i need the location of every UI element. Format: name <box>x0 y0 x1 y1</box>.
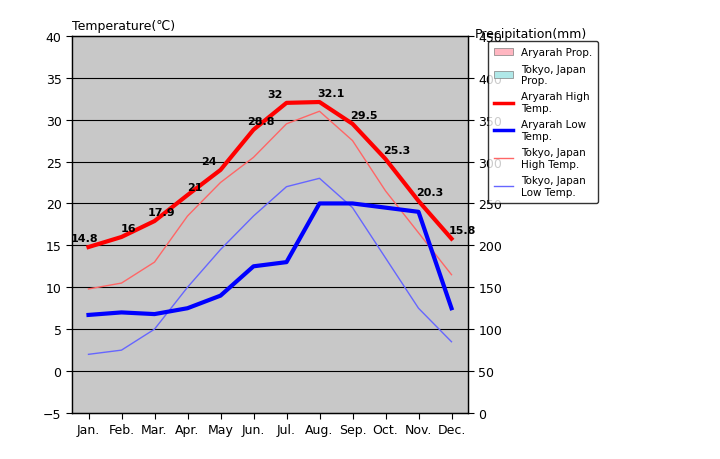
Bar <box>308 411 320 413</box>
Bar <box>89 406 100 413</box>
Text: 20.3: 20.3 <box>416 188 444 198</box>
Bar <box>287 402 298 413</box>
Bar <box>407 402 418 413</box>
Text: 16: 16 <box>121 224 136 234</box>
Bar <box>374 406 385 413</box>
Bar <box>451 408 463 413</box>
Bar <box>242 412 253 413</box>
Bar <box>418 406 430 413</box>
Bar <box>353 397 364 413</box>
Text: 17.9: 17.9 <box>148 208 175 218</box>
Bar <box>155 408 166 413</box>
Text: 24: 24 <box>202 157 217 167</box>
Bar <box>220 406 232 413</box>
Text: 25.3: 25.3 <box>383 146 410 156</box>
Bar <box>110 405 122 413</box>
Text: 14.8: 14.8 <box>71 234 98 244</box>
Bar <box>209 411 220 413</box>
Text: 29.5: 29.5 <box>350 111 377 121</box>
Bar <box>122 407 133 413</box>
Bar <box>77 401 89 413</box>
Text: Temperature(℃): Temperature(℃) <box>72 20 175 33</box>
Text: 32.1: 32.1 <box>317 89 344 99</box>
Bar <box>176 409 187 413</box>
Text: 32: 32 <box>268 90 283 100</box>
Bar <box>440 404 451 413</box>
Bar <box>143 406 155 413</box>
Text: 28.8: 28.8 <box>247 117 274 127</box>
Bar <box>320 400 331 413</box>
Bar <box>187 407 199 413</box>
Text: Precipitation(mm): Precipitation(mm) <box>475 28 588 40</box>
Text: 15.8: 15.8 <box>449 226 477 235</box>
Bar <box>253 402 265 413</box>
Legend: Aryarah Prop., Tokyo, Japan
Prop., Aryarah High
Temp., Aryarah Low
Temp., Tokyo,: Aryarah Prop., Tokyo, Japan Prop., Aryar… <box>487 42 598 203</box>
Bar <box>385 397 397 413</box>
Text: 21: 21 <box>186 182 202 192</box>
Bar <box>341 412 353 413</box>
